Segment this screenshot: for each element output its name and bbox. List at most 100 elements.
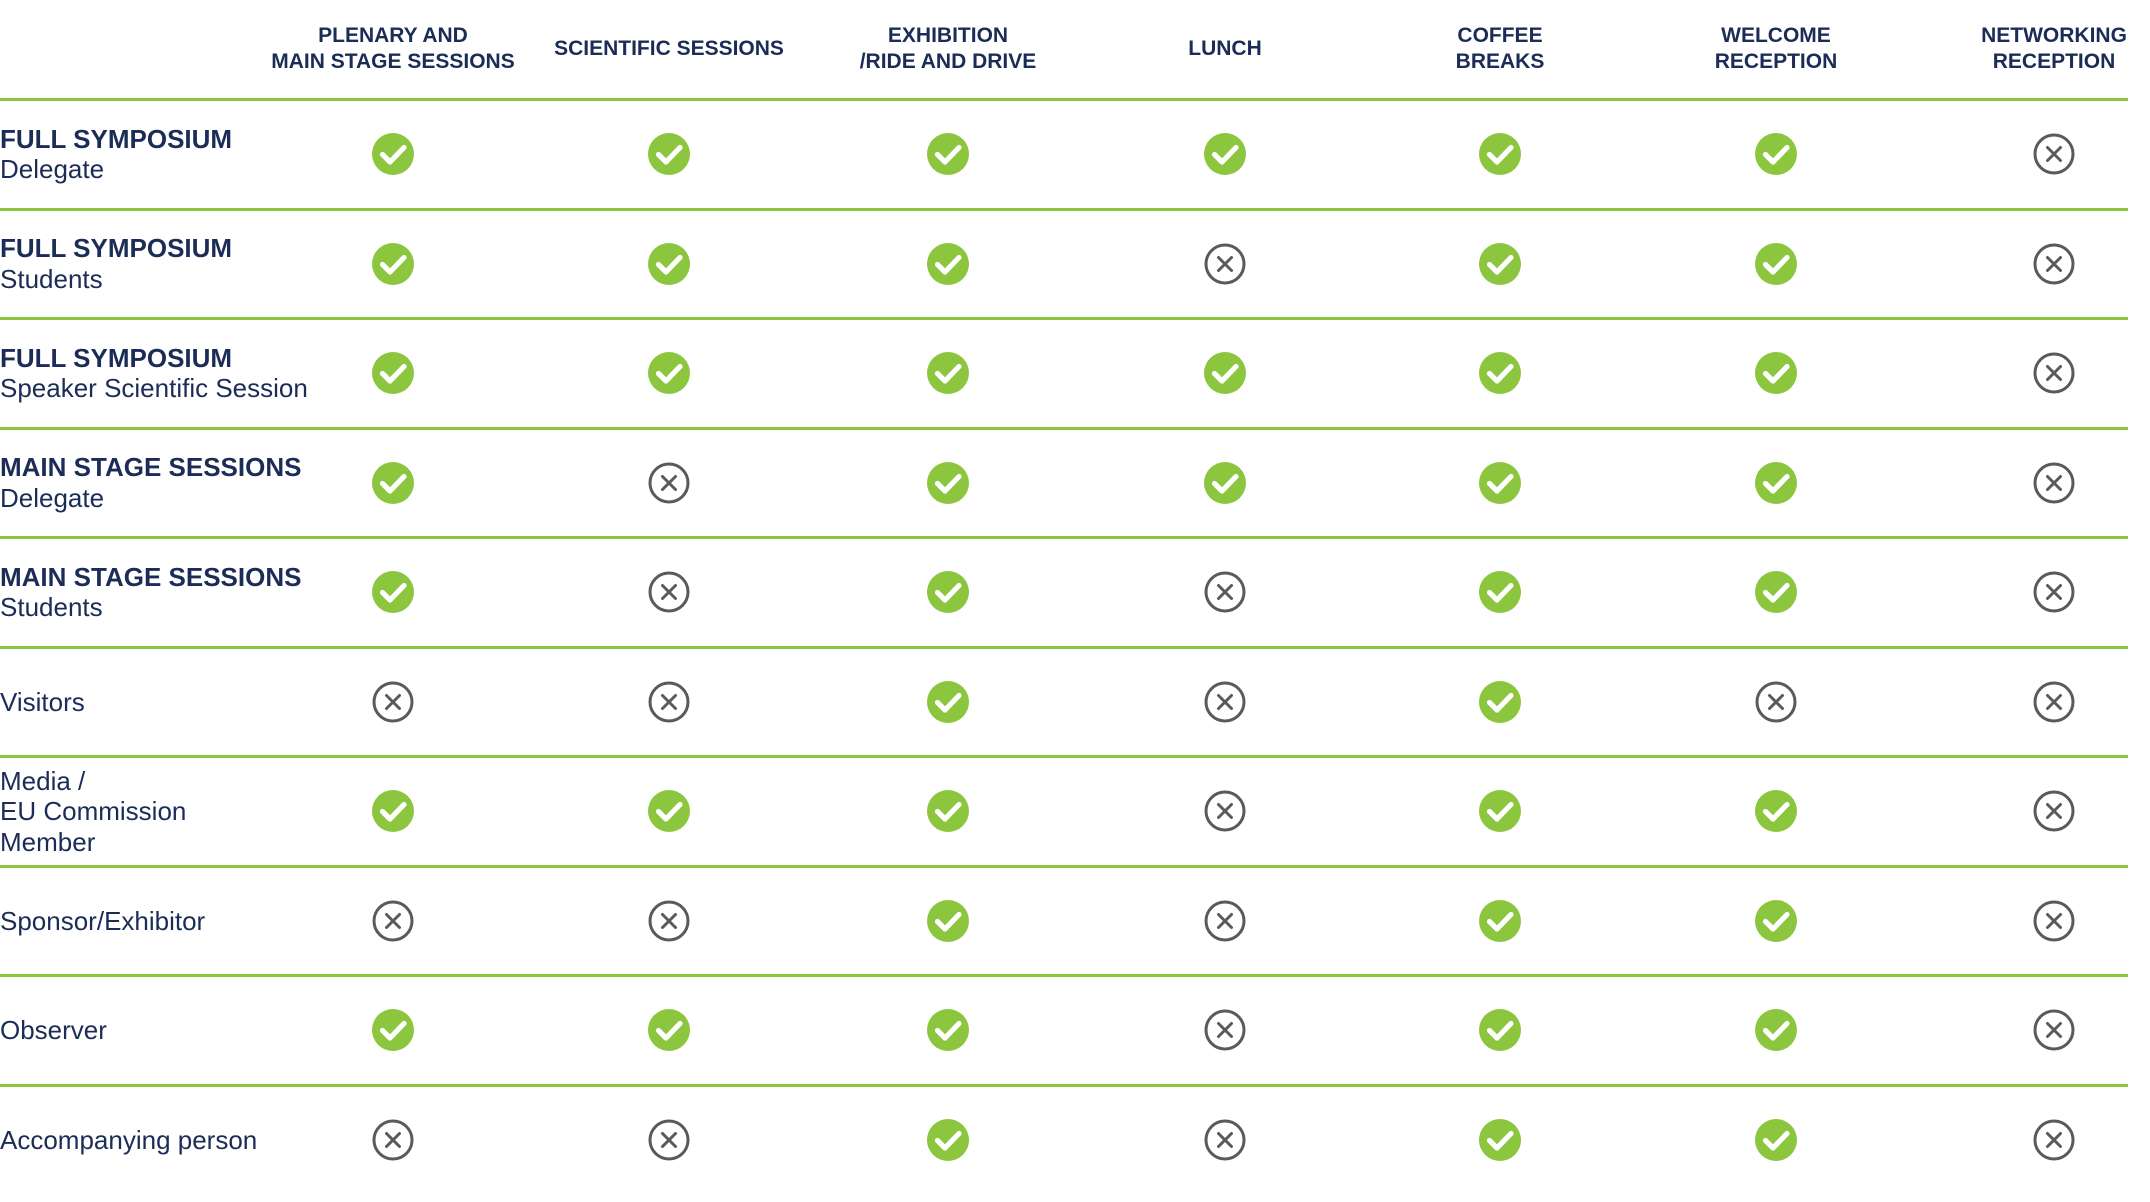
row-divider <box>0 536 2128 539</box>
row-subtitle: EU Commission <box>0 796 187 826</box>
row-divider <box>0 426 2128 430</box>
check-icon <box>1479 571 1521 614</box>
table-row: Observer <box>0 977 2128 1084</box>
included-cell <box>908 320 988 427</box>
cross-icon <box>2033 1119 2075 1161</box>
cross-icon <box>648 571 690 613</box>
row-subtitle: Observer <box>0 1015 107 1045</box>
not-included-cell <box>1185 977 1265 1084</box>
check-icon <box>372 1009 414 1052</box>
table-row: MAIN STAGE SESSIONS Delegate <box>0 430 2128 537</box>
row-label: Media / EU Commission Member <box>0 758 186 865</box>
included-cell <box>1736 758 1816 865</box>
not-included-cell <box>1185 868 1265 975</box>
cross-icon <box>648 681 690 723</box>
cross-icon <box>2033 352 2075 394</box>
included-cell <box>1185 320 1265 427</box>
column-header: SCIENTIFIC SESSIONS <box>554 37 784 60</box>
cross-icon <box>1755 681 1797 723</box>
not-included-cell <box>629 430 709 537</box>
included-cell <box>1460 320 1540 427</box>
cross-icon <box>2033 243 2075 285</box>
column-header: PLENARY AND MAIN STAGE SESSIONS <box>271 24 515 73</box>
cross-icon <box>1204 1009 1246 1051</box>
included-cell <box>1185 101 1265 208</box>
not-included-cell <box>629 539 709 646</box>
row-subtitle: Students <box>0 592 103 623</box>
included-cell <box>629 101 709 208</box>
check-icon <box>927 680 969 723</box>
cross-icon <box>2033 133 2075 175</box>
row-divider <box>0 207 2128 211</box>
check-icon <box>1479 242 1521 285</box>
check-icon <box>1479 1118 1521 1161</box>
column-header: COFFEE BREAKS <box>1455 24 1545 73</box>
included-cell <box>1736 320 1816 427</box>
cross-icon <box>2033 681 2075 723</box>
not-included-cell <box>2014 977 2094 1084</box>
header-divider <box>0 98 2128 101</box>
not-included-cell <box>2014 539 2094 646</box>
included-cell <box>1460 1087 1540 1194</box>
included-cell <box>353 211 433 318</box>
row-subtitle: Member <box>0 826 96 857</box>
check-icon <box>372 242 414 285</box>
check-icon <box>1755 352 1797 395</box>
check-icon <box>648 790 690 833</box>
included-cell <box>1185 430 1265 537</box>
column-header: WELCOME RECEPTION <box>1714 24 1838 73</box>
check-icon <box>927 899 969 942</box>
included-cell <box>908 101 988 208</box>
row-label: FULL SYMPOSIUM Speaker Scientific Session <box>0 320 308 427</box>
cross-icon <box>1204 790 1246 832</box>
check-icon <box>372 571 414 614</box>
included-cell <box>1460 539 1540 646</box>
included-cell <box>353 758 433 865</box>
row-title: MAIN STAGE SESSIONS <box>0 561 302 592</box>
included-cell <box>1736 868 1816 975</box>
table-row: FULL SYMPOSIUM Speaker Scientific Session <box>0 320 2128 427</box>
check-icon <box>1755 133 1797 176</box>
included-cell <box>353 320 433 427</box>
not-included-cell <box>1185 758 1265 865</box>
cross-icon <box>2033 790 2075 832</box>
cross-icon <box>372 1119 414 1161</box>
check-icon <box>1479 899 1521 942</box>
row-divider <box>0 974 2128 977</box>
included-cell <box>1736 430 1816 537</box>
cross-icon <box>1204 681 1246 723</box>
cross-icon <box>372 681 414 723</box>
row-divider <box>0 1083 2128 1087</box>
row-subtitle: Media / <box>0 765 86 796</box>
included-cell <box>908 868 988 975</box>
check-icon <box>1755 461 1797 504</box>
table-row: Media / EU Commission Member <box>0 758 2128 865</box>
row-subtitle: Delegate <box>0 482 105 513</box>
check-icon <box>1479 790 1521 833</box>
cross-icon <box>2033 571 2075 613</box>
cross-icon <box>648 1119 690 1161</box>
check-icon <box>927 571 969 614</box>
included-cell <box>1736 211 1816 318</box>
table-row: MAIN STAGE SESSIONS Students <box>0 539 2128 646</box>
included-cell <box>1460 211 1540 318</box>
not-included-cell <box>1185 539 1265 646</box>
included-cell <box>1460 430 1540 537</box>
check-icon <box>1755 790 1797 833</box>
check-icon <box>1755 899 1797 942</box>
row-subtitle: Delegate <box>0 154 105 185</box>
not-included-cell <box>2014 868 2094 975</box>
row-title: FULL SYMPOSIUM <box>0 123 233 154</box>
check-icon <box>1755 1009 1797 1052</box>
not-included-cell <box>1185 649 1265 756</box>
included-cell <box>908 977 988 1084</box>
check-icon <box>648 1009 690 1052</box>
row-label: FULL SYMPOSIUM Students <box>0 211 232 318</box>
included-cell <box>353 977 433 1084</box>
not-included-cell <box>629 1087 709 1194</box>
check-icon <box>927 133 969 176</box>
not-included-cell <box>353 649 433 756</box>
row-label: FULL SYMPOSIUM Delegate <box>0 101 232 208</box>
not-included-cell <box>353 868 433 975</box>
included-cell <box>353 430 433 537</box>
